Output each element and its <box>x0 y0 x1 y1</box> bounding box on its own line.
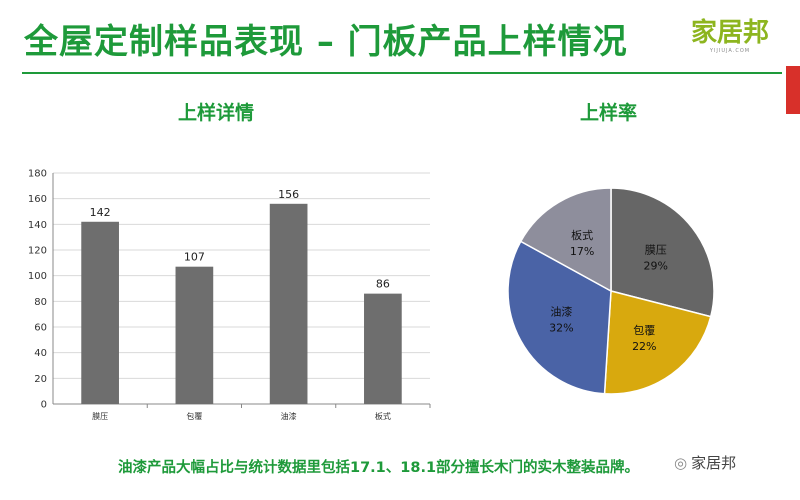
pie-chart: 膜压 29% 包覆 22% 油漆 32% 板式 17% <box>507 187 715 395</box>
y-tick-label: 100 <box>28 271 47 282</box>
bar-data-label: 142 <box>90 206 111 219</box>
footer-note: 油漆产品大幅占比与统计数据里包括17.1、18.1部分擅长木门的实木整装品牌。 <box>118 460 640 476</box>
pie-percent-label: 22% <box>632 340 656 353</box>
brand-logo: 家居邦 YIJIUJA.COM <box>690 18 770 54</box>
y-tick-label: 140 <box>28 220 47 231</box>
bar-data-label: 86 <box>376 278 390 291</box>
pie-slice <box>603 290 712 395</box>
bar <box>175 266 214 404</box>
pie-category-label: 油漆 <box>550 304 572 318</box>
bar-chart-title: 上样详情 <box>178 102 255 124</box>
pie-chart-title: 上样率 <box>580 102 638 124</box>
x-tick-label: 膜压 <box>92 411 108 421</box>
pie-slice <box>507 240 612 395</box>
bar <box>364 293 402 404</box>
bar-data-label: 107 <box>184 251 205 264</box>
x-tick-label: 包覆 <box>186 411 202 421</box>
y-tick-label: 80 <box>34 297 47 308</box>
pie-category-label: 板式 <box>571 228 593 242</box>
y-tick-label: 20 <box>34 374 47 385</box>
wechat-icon: ◎ <box>674 454 688 472</box>
title-divider <box>22 72 782 74</box>
red-accent-bar <box>786 66 800 114</box>
pie-percent-label: 17% <box>570 245 594 258</box>
y-tick-label: 40 <box>34 348 47 359</box>
bar <box>81 221 119 404</box>
pie-percent-label: 32% <box>549 321 573 334</box>
x-tick-label: 板式 <box>375 411 391 421</box>
pie-category-label: 包覆 <box>633 324 655 337</box>
pie-slice <box>610 187 715 318</box>
x-tick-label: 油漆 <box>281 411 297 421</box>
pie-category-label: 膜压 <box>645 243 667 256</box>
y-tick-label: 0 <box>41 400 47 411</box>
pie-slice <box>519 187 612 293</box>
wechat-watermark: ◎ 家居邦 <box>674 452 736 473</box>
bar-chart: 0 20 40 60 80 100 120 140 160 180 142 膜压 107 包覆 156 油漆 8… <box>28 169 431 421</box>
page-title: 全屋定制样品表现 – 门板产品上样情况 <box>24 22 628 62</box>
pie-percent-label: 29% <box>644 259 668 272</box>
bar-data-label: 156 <box>278 188 299 201</box>
logo-subtext: YIJIUJA.COM <box>709 48 751 54</box>
y-tick-label: 60 <box>34 323 47 334</box>
bar <box>269 203 308 404</box>
watermark-text: 家居邦 <box>691 454 737 472</box>
logo-text: 家居邦 <box>690 18 769 48</box>
y-tick-label: 160 <box>28 194 47 205</box>
y-tick-label: 120 <box>28 246 47 257</box>
y-tick-label: 180 <box>28 169 47 180</box>
